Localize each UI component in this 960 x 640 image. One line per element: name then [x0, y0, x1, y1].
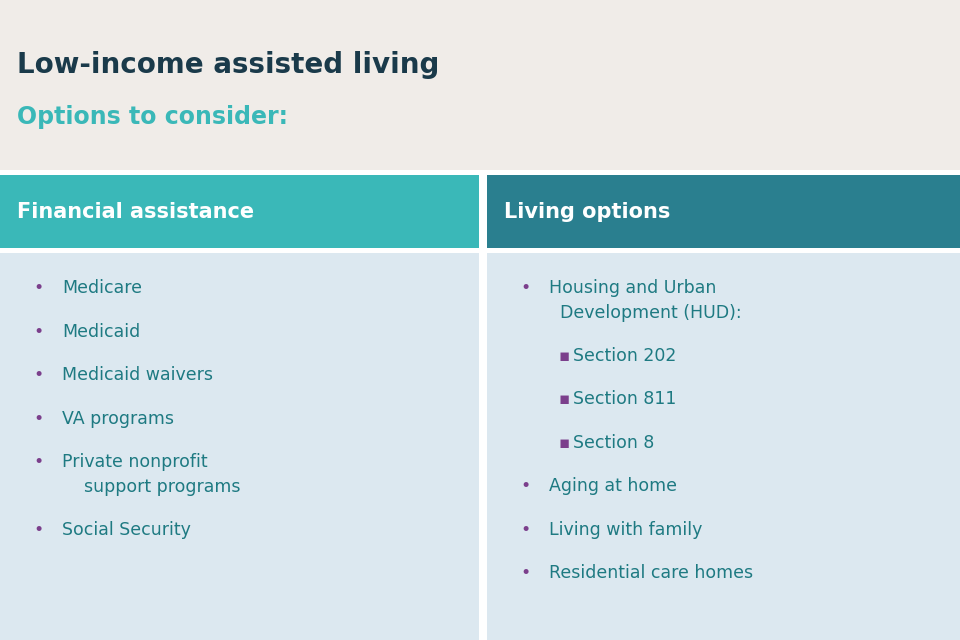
- Text: Section 202: Section 202: [573, 347, 677, 365]
- Text: Living options: Living options: [504, 202, 670, 221]
- Text: ▪: ▪: [559, 434, 570, 452]
- Text: •: •: [34, 521, 44, 539]
- Text: Housing and Urban: Housing and Urban: [549, 279, 716, 297]
- Text: Options to consider:: Options to consider:: [17, 105, 288, 129]
- Text: ▪: ▪: [559, 347, 570, 365]
- FancyBboxPatch shape: [487, 175, 960, 248]
- Text: ▪: ▪: [559, 390, 570, 408]
- Text: Development (HUD):: Development (HUD):: [549, 304, 742, 322]
- FancyBboxPatch shape: [0, 175, 479, 248]
- Text: •: •: [520, 477, 531, 495]
- Text: •: •: [520, 521, 531, 539]
- Text: Section 8: Section 8: [573, 434, 655, 452]
- FancyBboxPatch shape: [0, 0, 960, 170]
- Text: •: •: [520, 564, 531, 582]
- Text: VA programs: VA programs: [62, 410, 175, 428]
- Text: Medicare: Medicare: [62, 279, 142, 297]
- Text: Financial assistance: Financial assistance: [17, 202, 254, 221]
- Text: •: •: [34, 366, 44, 384]
- Text: Medicaid waivers: Medicaid waivers: [62, 366, 213, 384]
- Text: •: •: [520, 279, 531, 297]
- Text: •: •: [34, 410, 44, 428]
- FancyBboxPatch shape: [487, 253, 960, 640]
- Text: Low-income assisted living: Low-income assisted living: [17, 51, 440, 79]
- Text: Medicaid: Medicaid: [62, 323, 141, 340]
- Text: Living with family: Living with family: [549, 521, 703, 539]
- Text: support programs: support programs: [62, 478, 241, 496]
- Text: Social Security: Social Security: [62, 521, 191, 539]
- Text: •: •: [34, 323, 44, 340]
- Text: Residential care homes: Residential care homes: [549, 564, 754, 582]
- Text: Section 811: Section 811: [573, 390, 677, 408]
- Text: •: •: [34, 453, 44, 471]
- Text: Aging at home: Aging at home: [549, 477, 677, 495]
- Text: Private nonprofit: Private nonprofit: [62, 453, 208, 471]
- Text: •: •: [34, 279, 44, 297]
- FancyBboxPatch shape: [0, 253, 479, 640]
